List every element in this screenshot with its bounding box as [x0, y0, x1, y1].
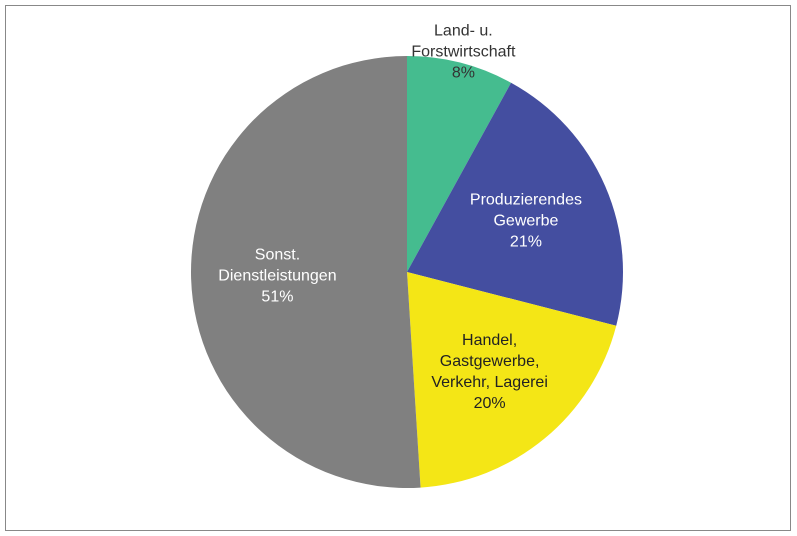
value-label: 20%	[473, 394, 506, 412]
slice-label: Produzierendes Gewerbe 21%	[470, 189, 582, 252]
slice-label: Sonst. Dienstleistungen 51%	[218, 245, 336, 308]
category-label: Produzierendes Gewerbe	[469, 191, 582, 230]
category-label: Land- u. Forstwirtschaft	[411, 22, 516, 61]
slice-label: Handel, Gastgewerbe, Verkehr, Lagerei 20%	[431, 330, 548, 414]
category-label: Sonst. Dienstleistungen	[218, 246, 337, 285]
pie-slice	[407, 56, 512, 272]
value-label: 8%	[451, 64, 475, 82]
value-label: 51%	[261, 288, 294, 306]
pie-slice	[407, 272, 617, 488]
pie-slice	[407, 82, 624, 326]
value-label: 21%	[509, 233, 542, 251]
category-label: Handel, Gastgewerbe, Verkehr, Lagerei	[431, 331, 548, 391]
slice-label: Land- u. Forstwirtschaft 8%	[411, 21, 515, 84]
pie-slice	[190, 56, 421, 489]
